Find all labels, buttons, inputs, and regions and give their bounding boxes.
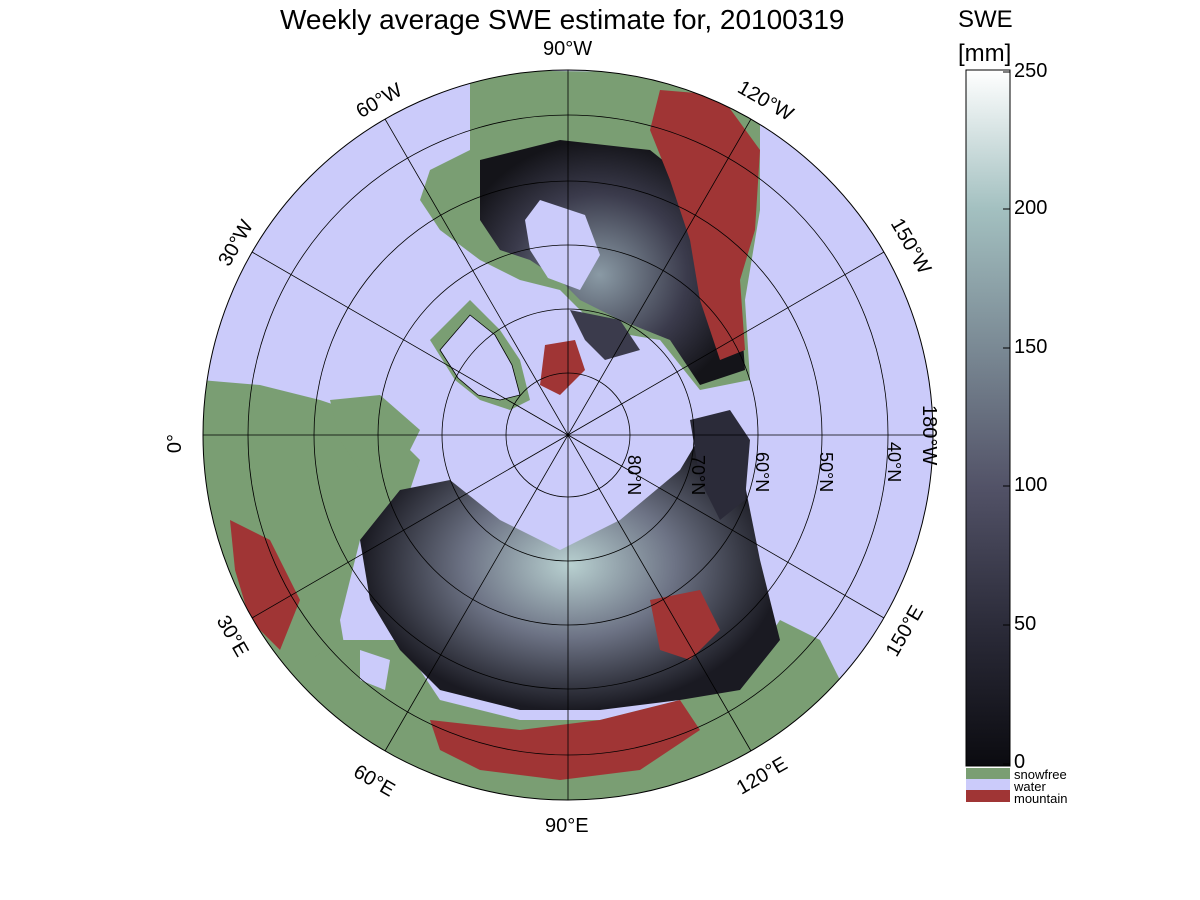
colorbar-gradient	[965, 69, 1011, 767]
colorbar-tick-label: 250	[1014, 60, 1048, 82]
meridian-150w-30e	[251, 251, 885, 619]
arctic-islands	[540, 340, 585, 395]
legend-swatch-mountain	[966, 790, 1010, 802]
colorbar-tick-label: 0	[1014, 751, 1026, 773]
caspian-sea	[360, 650, 390, 690]
colorbar-tick-label: 200	[1014, 197, 1048, 219]
lat-label-70n: 70°N	[688, 455, 708, 496]
colorbar-ticks	[1003, 71, 1010, 765]
map-title: Weekly average SWE estimate for, 2010031…	[280, 4, 845, 35]
lon-label-180w: 180°W	[918, 405, 940, 466]
legend-swatch-snowfree	[966, 768, 1010, 779]
rockies-mountain	[650, 90, 760, 360]
lon-label-90e: 90°E	[545, 815, 589, 837]
colorbar-tick-label: 150	[1014, 336, 1048, 358]
legend-swatch-water	[966, 779, 1010, 790]
scandinavia	[330, 395, 420, 470]
lat-label-50n: 50°N	[816, 452, 836, 493]
himalaya-mountain	[430, 700, 700, 780]
greenland-ice	[439, 314, 521, 401]
legend-label-water: water	[1014, 779, 1046, 794]
arctic-islands-snow	[570, 310, 640, 360]
east-asia-snow	[690, 410, 750, 520]
lat-label-40n: 40°N	[884, 442, 904, 483]
legend-label-snowfree: snowfree	[1014, 767, 1067, 782]
graticule	[203, 70, 933, 800]
lat-label-80n: 80°N	[624, 455, 644, 496]
map-disk	[203, 70, 933, 800]
lon-label-90w: 90°W	[543, 38, 593, 60]
colorbar-title-swe: SWE	[958, 6, 1013, 33]
colorbar-tick-label: 100	[1014, 474, 1048, 496]
lon-label-0: 0°	[164, 433, 187, 454]
map-border	[202, 69, 934, 801]
colorbar-tick-label: 50	[1014, 613, 1037, 635]
lat-label-60n: 60°N	[752, 452, 772, 493]
legend-label-mountain: mountain	[1014, 791, 1068, 806]
colorbar-title-unit: [mm]	[958, 40, 1012, 67]
alps-mountain	[230, 520, 300, 650]
